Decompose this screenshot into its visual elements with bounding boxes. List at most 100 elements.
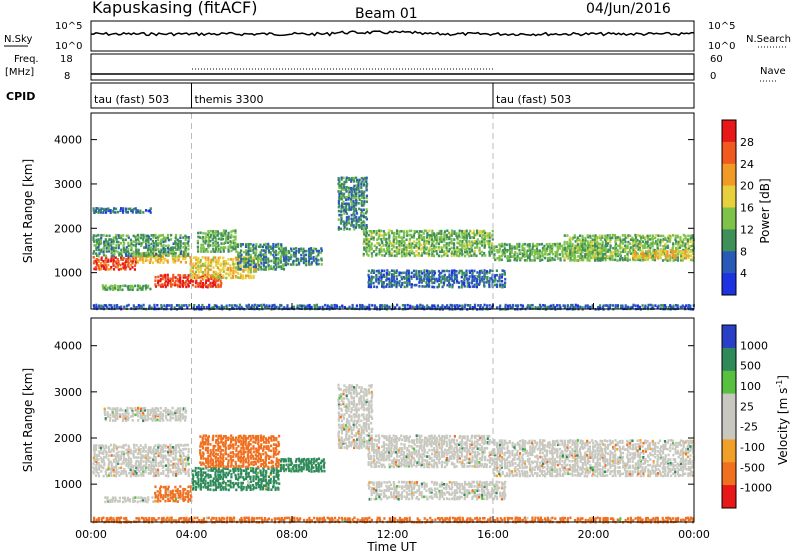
- power-echo-cell: [475, 246, 478, 249]
- power-echo-cell: [671, 251, 674, 255]
- power-echo-cell: [674, 242, 677, 246]
- power-echo-cell: [633, 250, 637, 253]
- power-echo-cell: [146, 249, 150, 253]
- power-echo-cell: [578, 238, 581, 241]
- power-echo-cell: [227, 234, 230, 237]
- power-echo-cell: [338, 194, 341, 197]
- power-echo-cell: [393, 241, 396, 245]
- power-echo-cell: [440, 281, 443, 284]
- power-echo-cell: [656, 252, 660, 256]
- power-echo-cell: [250, 266, 253, 269]
- power-echo-cell: [105, 246, 108, 250]
- power-echo-cell: [299, 247, 302, 251]
- power-echo-cell: [201, 243, 205, 247]
- power-echo-cell: [375, 285, 379, 289]
- power-echo-cell: [262, 243, 266, 247]
- power-echo-cell: [649, 250, 652, 253]
- power-echo-cell: [587, 306, 590, 309]
- velocity-echo-cell: [121, 419, 124, 422]
- power-echo-cell: [162, 257, 165, 261]
- power-echo-cell: [298, 249, 301, 253]
- power-echo-cell: [597, 255, 600, 258]
- velocity-echo-cell: [229, 481, 232, 485]
- power-echo-cell: [207, 230, 210, 233]
- power-echo-cell: [290, 255, 293, 258]
- power-echo-cell: [290, 249, 293, 253]
- power-echo-cell: [598, 242, 601, 246]
- velocity-echo-cell: [197, 479, 200, 483]
- power-echo-cell: [667, 238, 670, 242]
- velocity-echo-cell: [159, 452, 162, 455]
- power-echo-cell: [669, 240, 672, 243]
- power-echo-cell: [463, 230, 466, 233]
- power-echo-cell: [157, 275, 160, 279]
- power-echo-cell: [554, 252, 557, 256]
- power-echo-cell: [113, 249, 116, 253]
- power-colorbar-frame: [721, 119, 737, 296]
- power-echo-cell: [338, 184, 341, 188]
- velocity-echo-cell: [124, 443, 127, 447]
- power-echo-cell: [456, 241, 459, 245]
- power-echo-cell: [253, 261, 256, 264]
- power-echo-cell: [445, 248, 448, 251]
- power-echo-cell: [141, 257, 144, 260]
- power-echo-cell: [378, 306, 382, 309]
- power-echo-cell: [660, 304, 663, 307]
- velocity-echo-cell: [149, 411, 153, 414]
- velocity-echo-cell: [139, 416, 142, 420]
- velocity-echo-cell: [99, 464, 102, 467]
- velocity-echo-cell: [130, 470, 133, 473]
- velocity-echo-cell: [117, 454, 120, 457]
- power-echo-cell: [139, 286, 142, 290]
- power-echo-cell: [196, 241, 199, 245]
- power-echo-cell: [286, 306, 289, 309]
- power-echo-cell: [398, 306, 401, 309]
- power-echo-cell: [518, 242, 521, 246]
- power-echo-cell: [282, 259, 285, 262]
- velocity-echo-cell: [235, 488, 238, 492]
- power-echo-region: [337, 176, 369, 231]
- power-echo-cell: [510, 248, 513, 252]
- power-echo-cell: [124, 284, 127, 288]
- power-echo-cell: [121, 258, 124, 261]
- power-echo-cell: [92, 238, 95, 242]
- power-echo-cell: [347, 188, 350, 192]
- power-echo-cell: [549, 304, 552, 308]
- power-echo-cell: [237, 251, 240, 254]
- power-echo-cell: [656, 254, 659, 257]
- velocity-echo-cell: [187, 447, 190, 451]
- velocity-echo-cell: [161, 448, 164, 451]
- velocity-echo-cell: [121, 409, 124, 412]
- power-echo-cell: [148, 306, 151, 309]
- power-echo-cell: [111, 284, 114, 288]
- power-echo-cell: [406, 232, 409, 235]
- velocity-echo-cell: [112, 468, 115, 472]
- power-colorbar-tick: 12: [740, 223, 754, 236]
- velocity-echo-cell: [135, 474, 138, 478]
- power-echo-cell: [122, 246, 125, 250]
- power-echo-cell: [662, 253, 665, 256]
- power-echo-cell: [169, 246, 173, 250]
- power-echo-cell: [343, 208, 346, 212]
- power-echo-cell: [579, 240, 582, 243]
- power-echo-cell: [378, 252, 381, 256]
- power-echo-cell: [172, 250, 175, 253]
- power-echo-cell: [513, 245, 516, 249]
- power-echo-cell: [242, 277, 245, 280]
- power-echo-cell: [489, 277, 492, 280]
- velocity-echo-cell: [135, 468, 138, 472]
- velocity-echo-cell: [156, 495, 159, 499]
- power-echo-cell: [439, 250, 442, 254]
- power-echo-cell: [160, 244, 163, 248]
- velocity-echo-cell: [162, 443, 165, 447]
- power-echo-cell: [217, 260, 220, 263]
- power-echo-cell: [355, 201, 358, 205]
- power-echo-cell: [478, 234, 481, 237]
- power-echo-cell: [197, 265, 200, 268]
- velocity-echo-cell: [152, 458, 155, 461]
- velocity-echo-cell: [106, 496, 109, 499]
- power-echo-cell: [649, 242, 652, 245]
- velocity-echo-cell: [134, 448, 138, 451]
- power-echo-cell: [222, 266, 225, 269]
- power-echo-cell: [265, 304, 268, 307]
